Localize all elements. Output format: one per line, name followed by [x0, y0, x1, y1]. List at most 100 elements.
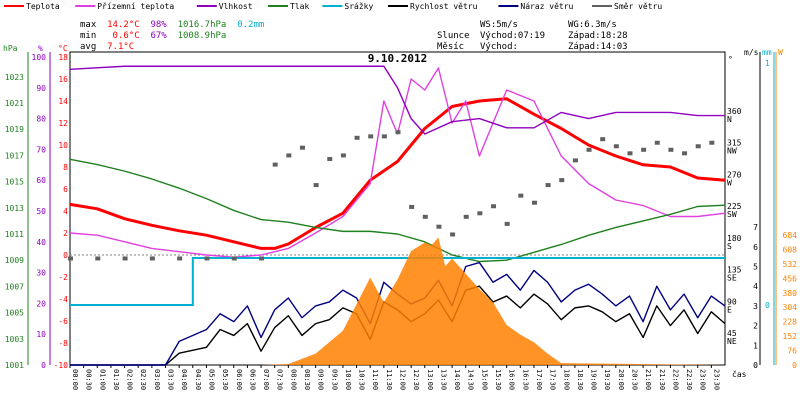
legend-5-label: Rychlost větru	[410, 2, 478, 11]
series-7-point-32	[600, 137, 606, 142]
series-7-point-36	[654, 140, 660, 145]
series-7-point-8	[272, 162, 278, 167]
pct-axis-tick-7: 30	[36, 269, 46, 278]
series-7-point-25	[504, 221, 510, 226]
chart-title: 9.10.2012	[368, 52, 428, 65]
series-4-line	[70, 257, 725, 306]
celsius-axis-tick-11: -4	[58, 295, 68, 304]
pct-axis-tick-8: 20	[36, 299, 46, 308]
celsius-axis-tick-7: 4	[63, 207, 68, 216]
celsius-axis-tick-6: 6	[63, 185, 68, 194]
mm-axis-label: mm	[762, 48, 772, 57]
x-tick-25: 12:30	[412, 369, 420, 390]
series-7-point-33	[613, 144, 619, 149]
x-tick-29: 14:30	[467, 369, 475, 390]
series-7-point-26	[518, 193, 524, 198]
series-7-point-27	[531, 200, 537, 205]
x-tick-22: 11:00	[371, 369, 379, 390]
x-tick-4: 02:00	[126, 369, 134, 390]
wm2-axis-tick-6: 228	[783, 318, 798, 327]
deg-axis-tick-2: 270	[727, 170, 742, 179]
x-tick-45: 22:30	[685, 369, 693, 390]
series-7-point-4	[177, 256, 183, 261]
pct-axis-tick-2: 80	[36, 115, 46, 124]
celsius-axis-label: °C	[58, 44, 68, 53]
series-7-point-22	[463, 214, 469, 219]
ms-axis-tick-2: 5	[753, 263, 758, 272]
series-7-point-30	[572, 158, 578, 163]
x-tick-36: 18:00	[562, 369, 570, 390]
series-7-point-17	[395, 130, 401, 135]
stats-max-pressure: 1016.7hPa	[177, 20, 227, 30]
stats-avg-label: avg	[80, 42, 97, 52]
deg-axis-dir-1: NW	[727, 147, 737, 156]
x-tick-9: 04:30	[194, 369, 202, 390]
hpa-axis-tick-8: 1007	[5, 282, 24, 291]
series-7-point-28	[545, 183, 551, 188]
deg-axis-tick-6: 90	[727, 297, 737, 306]
x-tick-8: 04:00	[180, 369, 188, 390]
x-axis-label: čas	[732, 369, 747, 379]
wind-gust-summary: WG:6.3m/s	[568, 20, 617, 30]
ms-axis-tick-3: 4	[753, 282, 758, 291]
ms-axis-tick-4: 3	[753, 302, 758, 311]
series-7-point-15	[368, 134, 374, 139]
celsius-axis-tick-1: 16	[58, 75, 68, 84]
deg-axis-tick-3: 225	[727, 202, 742, 211]
legend-6-label: Náraz větru	[520, 2, 573, 11]
stats-min-row: min 0.6°C 67% 1008.9hPa	[80, 31, 226, 42]
series-7-point-6	[231, 256, 237, 261]
x-tick-0: 00:00	[71, 369, 79, 390]
series-1-line	[69, 67, 726, 258]
sun-label: Slunce	[437, 31, 470, 41]
hpa-axis-tick-9: 1005	[5, 309, 24, 318]
ms-axis-label: m/s	[744, 48, 759, 57]
wind-speed-summary: WS:5m/s	[480, 20, 518, 30]
x-tick-24: 12:00	[399, 369, 407, 390]
wm2-axis-tick-8: 76	[787, 347, 797, 356]
deg-axis-dir-7: NE	[727, 337, 737, 346]
x-tick-21: 10:30	[358, 369, 366, 390]
series-2-line	[69, 65, 725, 135]
deg-axis-dir-5: SE	[727, 274, 737, 283]
stats-avg-temp: 7.1°C	[107, 42, 135, 52]
series-7-point-2	[122, 256, 128, 261]
hpa-axis-tick-4: 1015	[5, 178, 24, 187]
ms-axis-tick-5: 2	[753, 322, 758, 331]
moon-label: Měsíc	[437, 42, 465, 52]
series-7-point-12	[327, 156, 333, 161]
x-tick-42: 21:00	[644, 369, 652, 390]
stats-avg-row: avg 7.1°C	[80, 42, 134, 53]
series-7-point-40	[709, 140, 715, 145]
x-tick-43: 21:30	[658, 369, 666, 390]
stats-min-label: min	[80, 31, 97, 41]
x-tick-39: 19:30	[603, 369, 611, 390]
pct-axis-tick-0: 100	[32, 53, 47, 62]
x-tick-40: 20:00	[617, 369, 625, 390]
x-tick-6: 03:00	[153, 369, 161, 390]
x-tick-7: 03:30	[167, 369, 175, 390]
series-7-point-20	[436, 224, 442, 229]
series-7-point-29	[559, 178, 565, 183]
x-tick-32: 16:00	[508, 369, 516, 390]
series-7-point-14	[354, 135, 360, 140]
deg-axis-tick-5: 135	[727, 266, 742, 275]
ms-axis-tick-7: 0	[753, 361, 758, 370]
stats-max-rain: 0.2mm	[237, 20, 265, 30]
sunset-time: Západ:18:28	[568, 31, 628, 41]
x-tick-12: 06:00	[235, 369, 243, 390]
hpa-axis-tick-10: 1003	[5, 335, 24, 344]
deg-axis-dir-6: E	[727, 305, 732, 314]
x-tick-23: 11:30	[385, 369, 393, 390]
series-7-point-13	[340, 153, 346, 158]
celsius-axis-tick-8: 2	[63, 229, 68, 238]
series-7-point-19	[422, 214, 428, 219]
x-tick-18: 09:00	[317, 369, 325, 390]
ms-axis-tick-0: 7	[753, 223, 758, 232]
x-tick-2: 01:00	[98, 369, 106, 390]
series-8-area	[70, 237, 725, 365]
series-7-point-5	[204, 256, 210, 261]
x-tick-17: 08:30	[303, 369, 311, 390]
